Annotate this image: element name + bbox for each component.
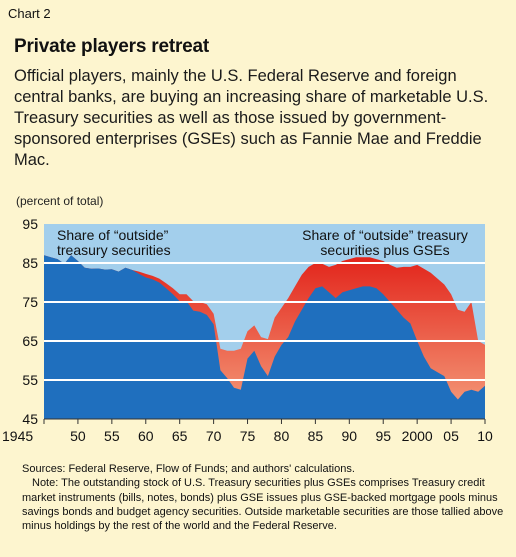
- x-tick-label: 1945: [2, 428, 33, 444]
- x-tick-label: 50: [70, 428, 86, 444]
- area-chart: 45 55 65 75 85 95 1945 50 55 60 65 70 75 80 85 90 95 200…: [2, 216, 493, 444]
- sources-text: Sources: Federal Reserve, Flow of Funds;…: [22, 463, 355, 475]
- y-tick-label: 45: [22, 411, 38, 427]
- x-tick-label: 70: [206, 428, 222, 444]
- unit-label: (percent of total): [16, 194, 104, 208]
- x-tick-label: 60: [138, 428, 154, 444]
- y-tick-label: 85: [22, 255, 38, 271]
- annotation-line: treasury securities: [57, 242, 171, 258]
- x-tick-label: 65: [172, 428, 188, 444]
- annotation-line: Share of “outside” treasury: [302, 227, 468, 243]
- x-tick-label: 85: [308, 428, 324, 444]
- y-tick-label: 95: [22, 216, 38, 232]
- x-tick-label: 95: [375, 428, 391, 444]
- x-tick-label: 80: [274, 428, 290, 444]
- area-treasury: [44, 255, 485, 419]
- x-tick-label: 05: [443, 428, 459, 444]
- y-tick-label: 65: [22, 333, 38, 349]
- annotation-treasury-plus-gse: Share of “outside” treasury securities pl…: [302, 227, 468, 258]
- note-text: Note: The outstanding stock of U.S. Trea…: [22, 477, 504, 533]
- annotation-treasury: Share of “outside” treasury securities: [57, 227, 171, 258]
- y-tick-label: 75: [22, 294, 38, 310]
- annotation-line: Share of “outside”: [57, 227, 169, 243]
- y-tick-label: 55: [22, 372, 38, 388]
- chart-footer: Sources: Federal Reserve, Flow of Funds;…: [22, 462, 510, 533]
- x-tick-label: 2000: [402, 428, 433, 444]
- annotation-line: securities plus GSEs: [320, 242, 449, 258]
- chart-title: Private players retreat: [14, 36, 210, 57]
- chart-subtitle: Official players, mainly the U.S. Federa…: [14, 67, 489, 169]
- chart-number: Chart 2: [8, 6, 51, 21]
- x-tick-label: 75: [240, 428, 256, 444]
- x-tick-label: 55: [104, 428, 120, 444]
- x-tick-label: 10: [477, 428, 493, 444]
- x-tick-label: 90: [342, 428, 358, 444]
